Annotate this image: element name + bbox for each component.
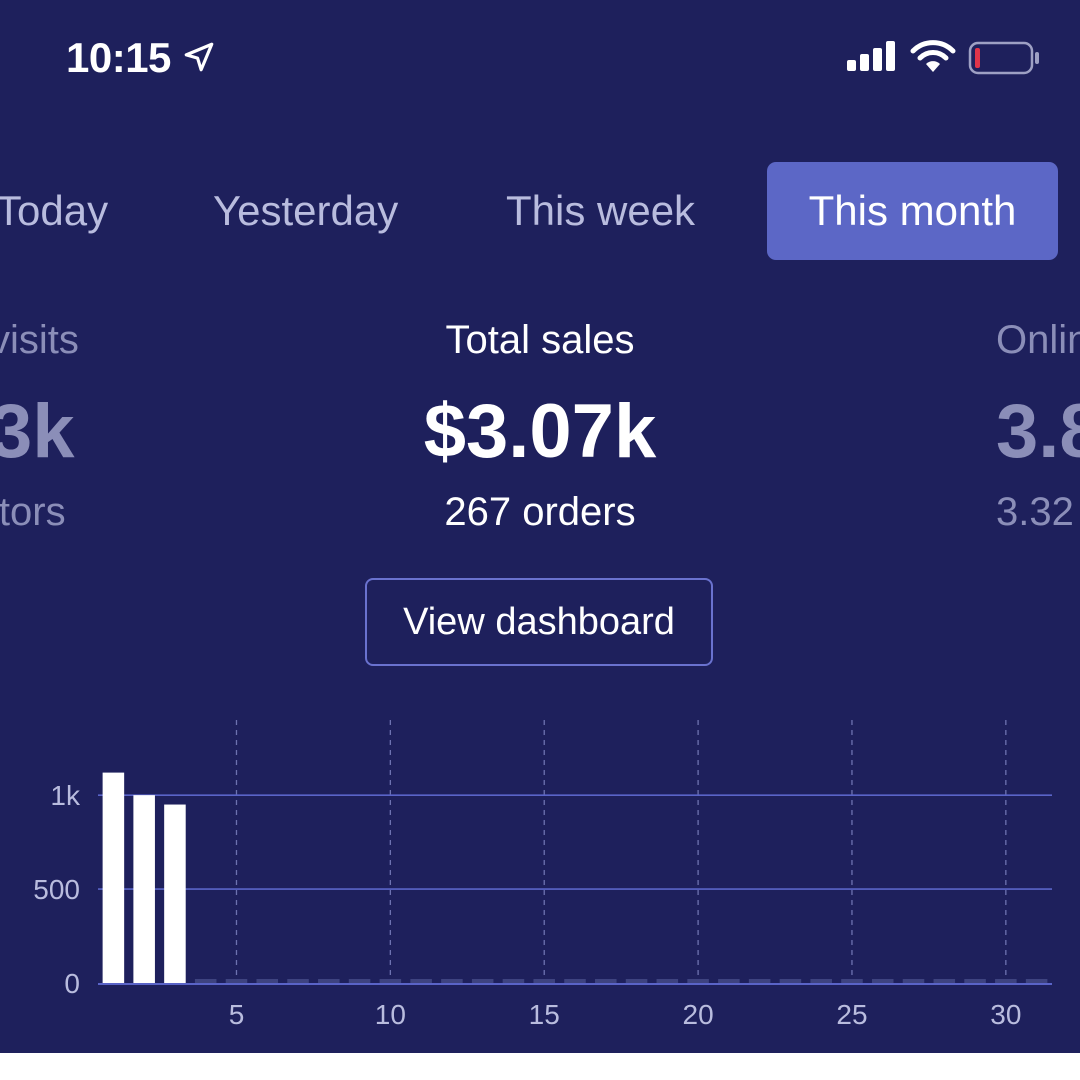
bar [164, 804, 186, 983]
bar-zero [1025, 979, 1048, 983]
bar-zero [225, 979, 248, 983]
bar-zero [441, 979, 463, 983]
status-time: 10:15 [66, 34, 171, 81]
metric-online-title: Onlin [996, 318, 1080, 362]
sales-bar-chart: 5 10 15 20 25 30 0 500 1k [33, 720, 1052, 1030]
view-dashboard-button[interactable]: View dashboard [365, 578, 713, 666]
metric-online-value: 3.8 [996, 389, 1080, 474]
bar-zero [533, 979, 555, 983]
x-tick-label: 15 [529, 999, 560, 1030]
y-tick-label: 500 [33, 874, 80, 905]
tab-this-month[interactable]: This month [767, 162, 1058, 260]
metric-visits-title: visits [0, 318, 79, 362]
bar-zero [933, 979, 956, 983]
x-tick-label: 10 [375, 999, 406, 1030]
bar-zero [318, 979, 340, 983]
x-tick-label: 20 [683, 999, 714, 1030]
bar [133, 795, 155, 983]
cellular-signal-icon [847, 41, 895, 71]
metric-visits-subtitle: itors [0, 490, 66, 534]
bar-zero [964, 979, 986, 983]
bar-zero [810, 979, 832, 983]
bar-zero [625, 979, 648, 983]
total-sales-orders: 267 orders [444, 490, 636, 534]
bar-zero [564, 979, 586, 983]
tab-today[interactable]: Today [0, 187, 109, 234]
bar-zero [902, 979, 925, 983]
bar-zero [748, 979, 771, 983]
bar-zero [595, 979, 617, 983]
location-arrow-icon [184, 42, 214, 72]
metric-visits-value: 3k [0, 389, 75, 474]
bar [102, 772, 125, 983]
x-tick-label: 25 [836, 999, 867, 1030]
bar-zero [841, 979, 863, 983]
bar-zero [687, 979, 709, 983]
wifi-icon [910, 40, 956, 72]
battery-low-icon [968, 41, 1039, 75]
tab-yesterday[interactable]: Yesterday [213, 187, 399, 234]
y-tick-label: 0 [64, 968, 80, 999]
tab-this-week[interactable]: This week [506, 187, 696, 234]
app-screen: 10:15 Today Yesterday This week This mon… [0, 0, 1080, 1053]
total-sales-title: Total sales [445, 318, 635, 362]
metric-online-subtitle: 3.32 [996, 490, 1074, 534]
bar-zero [718, 979, 740, 983]
bar-zero [471, 979, 494, 983]
bar-zero [287, 979, 309, 983]
bar-zero [194, 979, 217, 983]
bar-zero [656, 979, 679, 983]
bar-zero [379, 979, 402, 983]
y-tick-label: 1k [50, 780, 81, 811]
bar-zero [410, 979, 432, 983]
x-tick-label: 5 [229, 999, 245, 1030]
bar-zero [995, 979, 1017, 983]
bar-zero [256, 979, 279, 983]
bar-zero [502, 979, 525, 983]
x-tick-label: 30 [990, 999, 1021, 1030]
total-sales-value: $3.07k [423, 389, 657, 474]
bar-zero [871, 979, 894, 983]
bar-zero [348, 979, 371, 983]
bar-zero [779, 979, 802, 983]
